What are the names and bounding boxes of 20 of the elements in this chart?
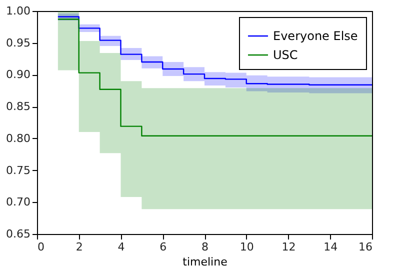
y-tick-label: 0.95 (6, 36, 30, 50)
y-tick-label: 0.90 (6, 68, 30, 82)
x-tick-label: 14 (324, 240, 338, 254)
x-tick-label: 8 (202, 240, 208, 254)
y-tick-label: 0.85 (6, 100, 30, 114)
y-tick-label: 0.80 (6, 132, 30, 145)
y-tick-label: 1.00 (6, 4, 30, 18)
y-tick-label: 0.75 (6, 164, 30, 177)
x-tick-label: 0 (38, 240, 44, 254)
legend-label: Everyone Else (273, 29, 358, 43)
y-tick-label: 0.70 (6, 196, 30, 209)
x-axis-title: timeline (182, 256, 228, 268)
x-tick-label: 16 (358, 240, 372, 254)
x-tick-label: 12 (282, 240, 296, 254)
x-tick-label: 2 (76, 240, 83, 254)
x-tick-label: 10 (240, 240, 254, 254)
x-tick-label: 6 (160, 240, 167, 254)
x-tick-label: 4 (118, 240, 125, 254)
y-tick-label: 0.65 (6, 228, 30, 240)
legend-label: USC (273, 48, 298, 62)
